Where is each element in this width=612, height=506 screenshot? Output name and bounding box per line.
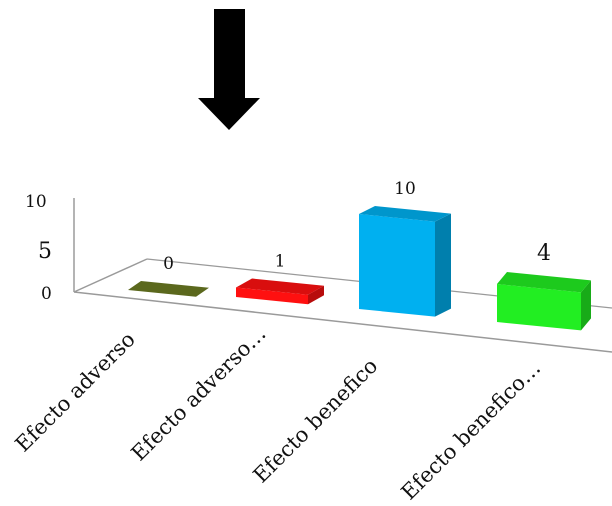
data-labels-group: 0 1 10 4: [163, 179, 551, 274]
bar-side-face: [435, 213, 451, 317]
bar-0: [128, 281, 209, 297]
bar-side-face: [308, 285, 324, 305]
bar-1: [236, 278, 324, 305]
category-label-0: Efecto adverso: [11, 327, 140, 456]
bars-group: [128, 206, 591, 331]
bar-top-face: [497, 272, 591, 293]
y-tick-label-10: 10: [25, 192, 47, 212]
y-tick-label-5: 5: [38, 239, 52, 264]
data-label-0: 0: [163, 254, 174, 274]
bar-front-face: [497, 284, 581, 331]
bar-front-face: [236, 287, 308, 305]
bar-3: [497, 272, 591, 331]
category-label-1: Efecto adverso…: [127, 321, 271, 465]
bar-2: [359, 206, 451, 317]
bar-top-face: [128, 281, 209, 297]
category-label-3: Efecto benefico…: [397, 356, 546, 505]
data-label-1: 1: [275, 252, 286, 272]
data-label-3: 4: [537, 241, 551, 266]
y-tick-label-0: 0: [41, 284, 52, 304]
data-label-2: 10: [394, 179, 416, 199]
bar-front-face: [359, 214, 435, 317]
bar-top-face: [359, 206, 451, 222]
category-label-2: Efecto benefico: [249, 354, 383, 488]
bar-top-face: [236, 278, 324, 295]
down-arrow-icon: [198, 9, 260, 130]
bar-side-face: [581, 280, 591, 331]
